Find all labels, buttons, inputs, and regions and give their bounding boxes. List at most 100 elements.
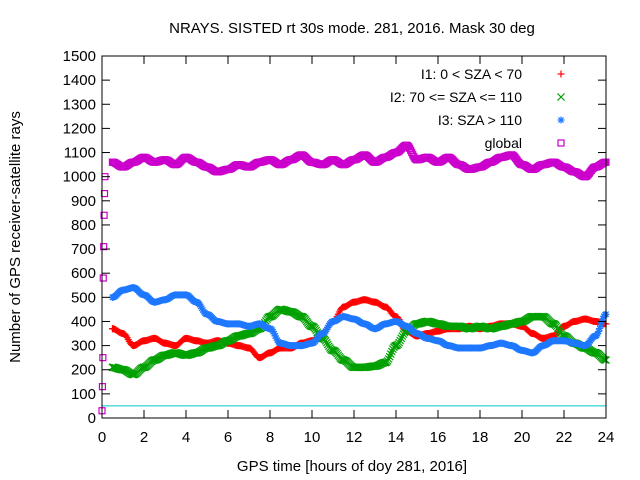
data-point	[381, 358, 390, 367]
data-point	[560, 337, 568, 345]
data-point	[256, 320, 263, 328]
data-point	[129, 158, 138, 166]
data-point	[340, 313, 347, 321]
y-tick-label: 1400	[63, 72, 96, 89]
legend-label: I1: 0 < SZA < 70	[421, 66, 522, 82]
data-point	[444, 322, 453, 331]
data-point	[193, 337, 200, 345]
y-tick-label: 1000	[63, 169, 96, 186]
data-point	[549, 158, 558, 166]
data-point	[339, 356, 348, 365]
data-point	[445, 342, 452, 350]
x-tick-label: 4	[182, 429, 190, 446]
data-point	[434, 337, 442, 345]
data-point	[487, 342, 494, 350]
series-2	[109, 284, 610, 357]
data-point	[287, 156, 295, 164]
data-point	[434, 319, 442, 328]
data-point	[465, 165, 474, 174]
data-point	[381, 153, 390, 161]
ramp-point	[100, 211, 108, 219]
data-point	[182, 351, 190, 360]
data-point	[130, 342, 137, 350]
ramp-point	[100, 243, 108, 251]
data-point	[592, 332, 599, 340]
data-point	[182, 153, 190, 161]
data-point	[203, 310, 211, 318]
data-point	[371, 362, 379, 371]
y-tick-label: 0	[88, 410, 96, 427]
data-point	[476, 163, 484, 171]
data-point	[550, 337, 557, 345]
data-point	[276, 161, 285, 169]
series-1	[108, 305, 610, 379]
data-point	[486, 158, 495, 166]
series-trail-marker	[386, 350, 395, 358]
data-point	[108, 363, 117, 372]
data-point	[497, 153, 505, 161]
data-point	[444, 153, 453, 161]
data-point	[361, 320, 368, 328]
data-point	[466, 344, 473, 352]
data-point	[528, 165, 537, 174]
x-tick-label: 10	[304, 429, 321, 446]
data-point	[245, 329, 253, 338]
x-tick-label: 24	[598, 429, 615, 446]
data-point	[382, 303, 389, 311]
axis-ticks: 0100200300400500600700800900100011001200…	[63, 48, 615, 446]
data-point	[507, 319, 516, 328]
data-point	[329, 317, 337, 325]
y-tick-label: 1300	[63, 96, 96, 113]
data-point	[570, 168, 579, 176]
x-tick-label: 18	[472, 429, 489, 446]
data-point	[266, 325, 274, 333]
data-point	[392, 317, 400, 325]
data-point	[497, 322, 505, 331]
y-tick-label: 200	[71, 362, 96, 379]
data-point	[277, 339, 284, 347]
data-point	[455, 344, 463, 352]
data-point	[266, 312, 274, 321]
data-point	[172, 291, 179, 299]
data-point	[235, 320, 242, 328]
legend: I1: 0 < SZA < 70 I2: 70 <= SZA <= 110 I3: …	[390, 66, 565, 151]
data-point	[371, 158, 379, 166]
data-point	[402, 141, 411, 149]
data-point	[413, 330, 421, 338]
y-tick-label: 600	[71, 265, 96, 282]
data-point	[119, 365, 127, 374]
data-point	[529, 349, 536, 357]
data-point	[161, 156, 169, 164]
legend-label: I3: SZA > 110	[438, 112, 522, 128]
data-point	[350, 363, 358, 372]
data-point	[350, 315, 358, 323]
data-point	[434, 158, 442, 166]
y-tick-label: 500	[71, 289, 96, 306]
legend-marker	[557, 93, 565, 101]
x-tick-label: 16	[430, 429, 447, 446]
series-trail-marker	[597, 321, 605, 329]
data-point	[539, 334, 547, 342]
data-point	[130, 284, 137, 292]
data-point	[360, 151, 369, 159]
data-point	[182, 291, 190, 299]
data-point	[434, 327, 442, 335]
data-point	[581, 342, 589, 350]
data-point	[350, 156, 358, 164]
data-point	[266, 156, 274, 164]
chart-title: NRAYS. SISTED rt 30s mode. 281, 2016. Ma…	[169, 20, 535, 37]
x-tick-label: 20	[514, 429, 531, 446]
data-point	[182, 334, 190, 342]
data-point	[476, 344, 484, 352]
y-axis-label: Number of GPS receiver-satellite rays	[7, 111, 24, 363]
data-point	[308, 322, 316, 331]
data-point	[256, 354, 263, 362]
data-point	[203, 163, 211, 171]
data-point	[192, 348, 201, 357]
data-point	[235, 342, 242, 350]
data-point	[297, 312, 306, 321]
data-point	[592, 317, 599, 325]
data-point	[329, 346, 337, 355]
y-tick-label: 700	[71, 241, 96, 258]
y-tick-label: 400	[71, 313, 96, 330]
